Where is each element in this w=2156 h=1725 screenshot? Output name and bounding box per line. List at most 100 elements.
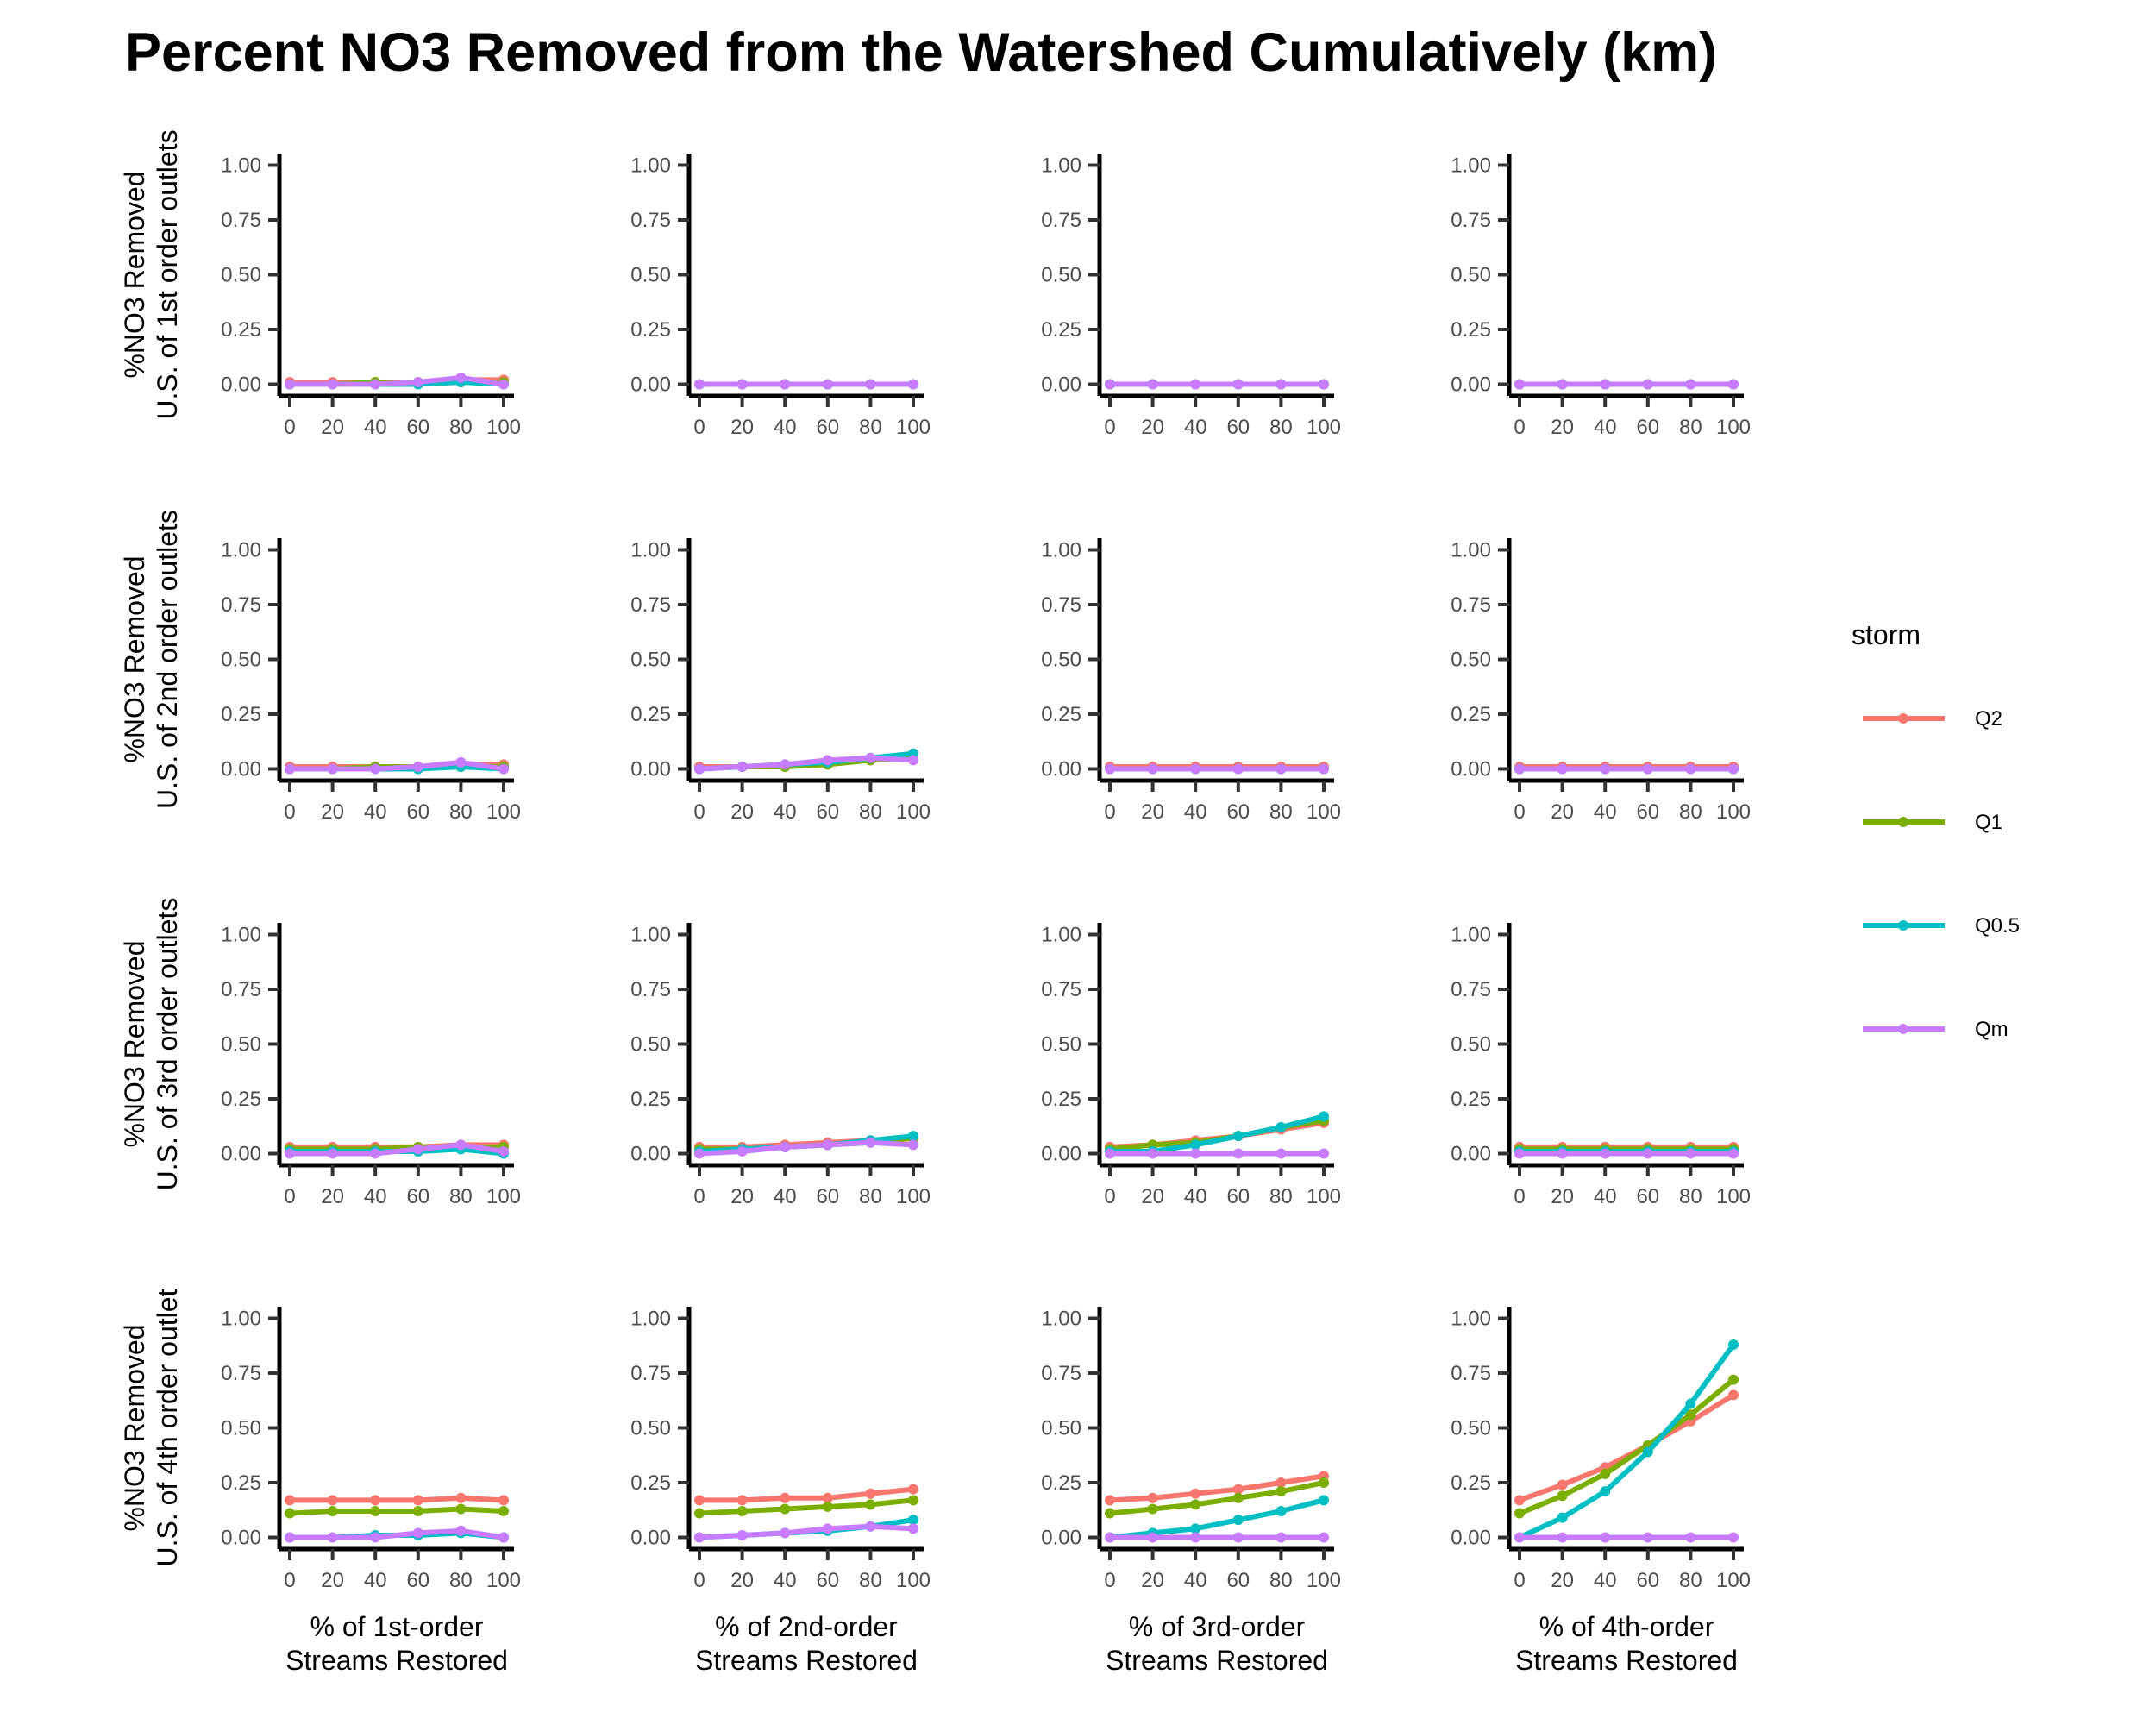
y-tick-label: 0.25	[221, 703, 261, 726]
y-tick-label: 0.75	[1451, 978, 1491, 1001]
data-point-qm	[736, 1529, 748, 1540]
data-point-q2	[1190, 1488, 1201, 1499]
data-point-qm	[1685, 1532, 1696, 1543]
x-tick-label: 80	[1269, 1569, 1293, 1592]
data-point-qm	[1275, 1148, 1287, 1159]
data-point-qm	[455, 1525, 467, 1536]
data-point-qm	[327, 763, 338, 775]
data-point-q2	[285, 1495, 295, 1506]
data-point-qm	[822, 1139, 833, 1151]
x-tick-label: 100	[896, 416, 931, 439]
data-point-q1	[412, 1506, 423, 1517]
x-tick-label: 80	[859, 800, 882, 824]
y-tick-label: 0.50	[1451, 264, 1491, 287]
x-tick-label: 100	[1716, 800, 1751, 824]
data-point-q1	[1514, 1508, 1525, 1519]
data-point-qm	[455, 756, 467, 768]
data-point-qm	[327, 379, 338, 390]
x-tick-label: 100	[486, 1569, 521, 1592]
data-point-qm	[1190, 1532, 1201, 1543]
y-tick-label: 1.00	[221, 539, 261, 562]
x-tick-label: 0	[693, 1185, 705, 1208]
data-point-qm	[780, 1141, 791, 1152]
x-tick-label: 40	[1594, 1185, 1617, 1208]
data-point-qm	[780, 379, 791, 390]
y-tick-label: 1.00	[1041, 1308, 1081, 1331]
data-point-qm	[455, 372, 467, 383]
y-tick-label: 0.50	[1041, 1033, 1081, 1057]
x-tick-label: 40	[364, 1185, 387, 1208]
data-point-q2	[498, 1495, 509, 1506]
y-tick-label: 0.75	[630, 593, 671, 617]
x-tick-label: 20	[1551, 800, 1574, 824]
data-point-qm	[1600, 379, 1611, 390]
data-point-qm	[1147, 1148, 1158, 1159]
data-point-qm	[1600, 763, 1611, 775]
x-axis-label: % of 2nd-order	[715, 1611, 898, 1642]
y-tick-label: 0.00	[630, 373, 671, 397]
panel-r4-c4: 1.00 0.75 0.50 0.25 0.00 0 20 40 60 80 100	[1451, 1307, 1751, 1592]
data-point-qm	[908, 755, 918, 766]
series-line-q05	[1109, 1497, 1325, 1540]
data-point-qm	[822, 755, 833, 766]
series-line-q2	[1518, 1392, 1735, 1503]
y-tick-label: 1.00	[1451, 154, 1491, 178]
y-tick-label: 0.75	[221, 209, 261, 232]
x-tick-label: 60	[406, 1185, 429, 1208]
data-point-q05	[1728, 1339, 1739, 1350]
x-tick-label: 60	[816, 416, 839, 439]
x-tick-label: 20	[321, 1569, 344, 1592]
series-line-q05	[1518, 1343, 1736, 1540]
data-point-qm	[1319, 379, 1329, 390]
x-tick-label: 0	[284, 800, 295, 824]
y-tick-label: 0.25	[630, 318, 671, 342]
data-point-q1	[736, 1506, 748, 1517]
data-point-q1	[1105, 1508, 1115, 1519]
chart-title: Percent NO3 Removed from the Watershed C…	[125, 22, 1717, 83]
data-point-q05	[1232, 1131, 1244, 1142]
x-tick-label: 60	[816, 1569, 839, 1592]
x-tick-label: 100	[486, 416, 521, 439]
y-tick-label: 0.50	[1041, 649, 1081, 672]
data-point-q1	[780, 1503, 791, 1515]
panel-r1-c3: 1.00 0.75 0.50 0.25 0.00 0 20 40 60 80 100	[1041, 154, 1341, 439]
x-tick-label: 0	[284, 1185, 295, 1208]
y-tick-label: 0.25	[221, 1471, 261, 1495]
y-tick-label: 0.25	[221, 318, 261, 342]
x-tick-label: 80	[1679, 1185, 1702, 1208]
data-point-q1	[1147, 1503, 1158, 1515]
data-point-q1	[1685, 1409, 1696, 1421]
series-line-q1	[699, 1497, 914, 1516]
data-point-q2	[455, 1492, 467, 1503]
panel-r1-c4: 1.00 0.75 0.50 0.25 0.00 0 20 40 60 80 100	[1451, 154, 1751, 439]
data-point-q05	[1600, 1486, 1611, 1497]
x-tick-label: 40	[774, 416, 797, 439]
panel-r1-c2: 1.00 0.75 0.50 0.25 0.00 0 20 40 60 80 100	[630, 154, 931, 439]
data-point-q2	[908, 1484, 918, 1495]
y-axis-label: U.S. of 2nd order outlets	[152, 510, 183, 809]
data-point-qm	[1514, 379, 1525, 390]
x-tick-label: 20	[1551, 1569, 1574, 1592]
x-axis-label: Streams Restored	[1106, 1645, 1328, 1676]
data-point-q2	[1514, 1495, 1525, 1506]
x-axis-label: Streams Restored	[285, 1645, 508, 1676]
data-point-qm	[1190, 763, 1201, 775]
y-tick-label: 0.25	[221, 1088, 261, 1111]
y-tick-label: 1.00	[221, 1308, 261, 1331]
series-line-qm	[699, 1523, 914, 1540]
x-tick-label: 20	[1141, 1569, 1164, 1592]
x-axis-label: % of 1st-order	[310, 1611, 484, 1642]
y-tick-label: 0.00	[1451, 758, 1491, 781]
y-tick-label: 0.50	[221, 1033, 261, 1057]
data-point-qm	[1147, 379, 1158, 390]
data-point-qm	[865, 1137, 876, 1148]
data-point-qm	[1319, 1532, 1329, 1543]
x-tick-label: 40	[1594, 1569, 1617, 1592]
data-point-qm	[736, 1145, 748, 1157]
series-line-qm	[699, 755, 914, 772]
panel-grid: 1.00 0.75 0.50 0.25 0.00 0 20 40 60 80 100 1.00 0.75…	[221, 154, 1751, 1592]
y-tick-label: 0.75	[630, 978, 671, 1001]
data-point-qm	[327, 1148, 338, 1159]
series-line-qm	[290, 759, 505, 772]
x-tick-label: 100	[1307, 1185, 1341, 1208]
